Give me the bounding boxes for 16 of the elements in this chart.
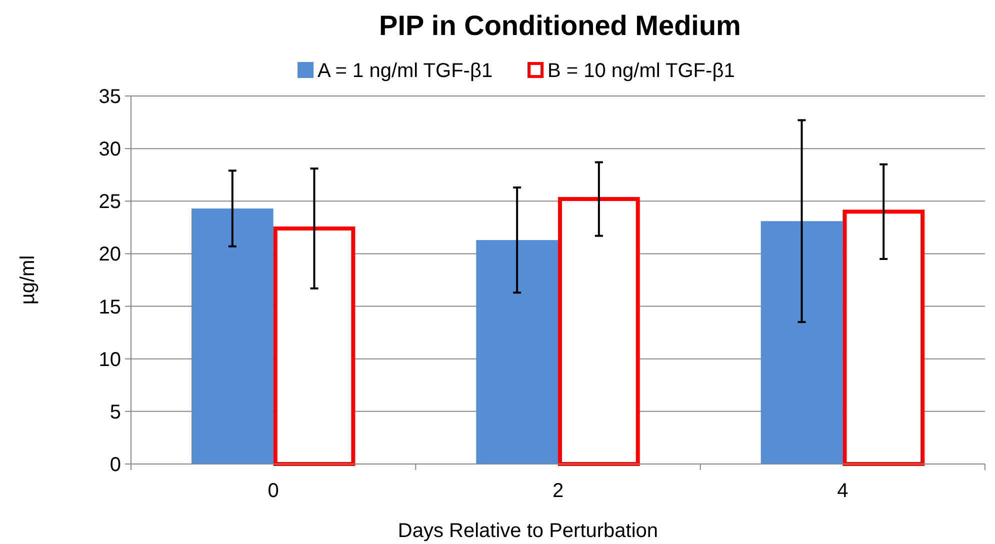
legend-label: B = 10 ng/ml TGF-β1: [548, 60, 735, 82]
y-tick-label: 20: [98, 244, 121, 266]
y-tick-label: 30: [98, 138, 121, 161]
y-axis-title: µg/ml: [17, 255, 39, 305]
legend-label: A = 1 ng/ml TGF-β1: [318, 60, 493, 82]
y-tick-label: 5: [110, 401, 121, 424]
y-tick-label: 35: [98, 86, 121, 108]
x-tick-label: 4: [837, 480, 848, 502]
x-axis-title: Days Relative to Perturbation: [398, 520, 658, 542]
y-tick-label: 0: [110, 454, 121, 476]
x-tick-label: 2: [552, 480, 564, 502]
x-tick-label: 0: [268, 480, 279, 502]
y-tick-label: 10: [98, 348, 121, 371]
y-tick-label: 15: [98, 296, 121, 318]
y-tick-label: 25: [98, 191, 121, 214]
chart-title: PIP in Conditioned Medium: [379, 10, 741, 41]
